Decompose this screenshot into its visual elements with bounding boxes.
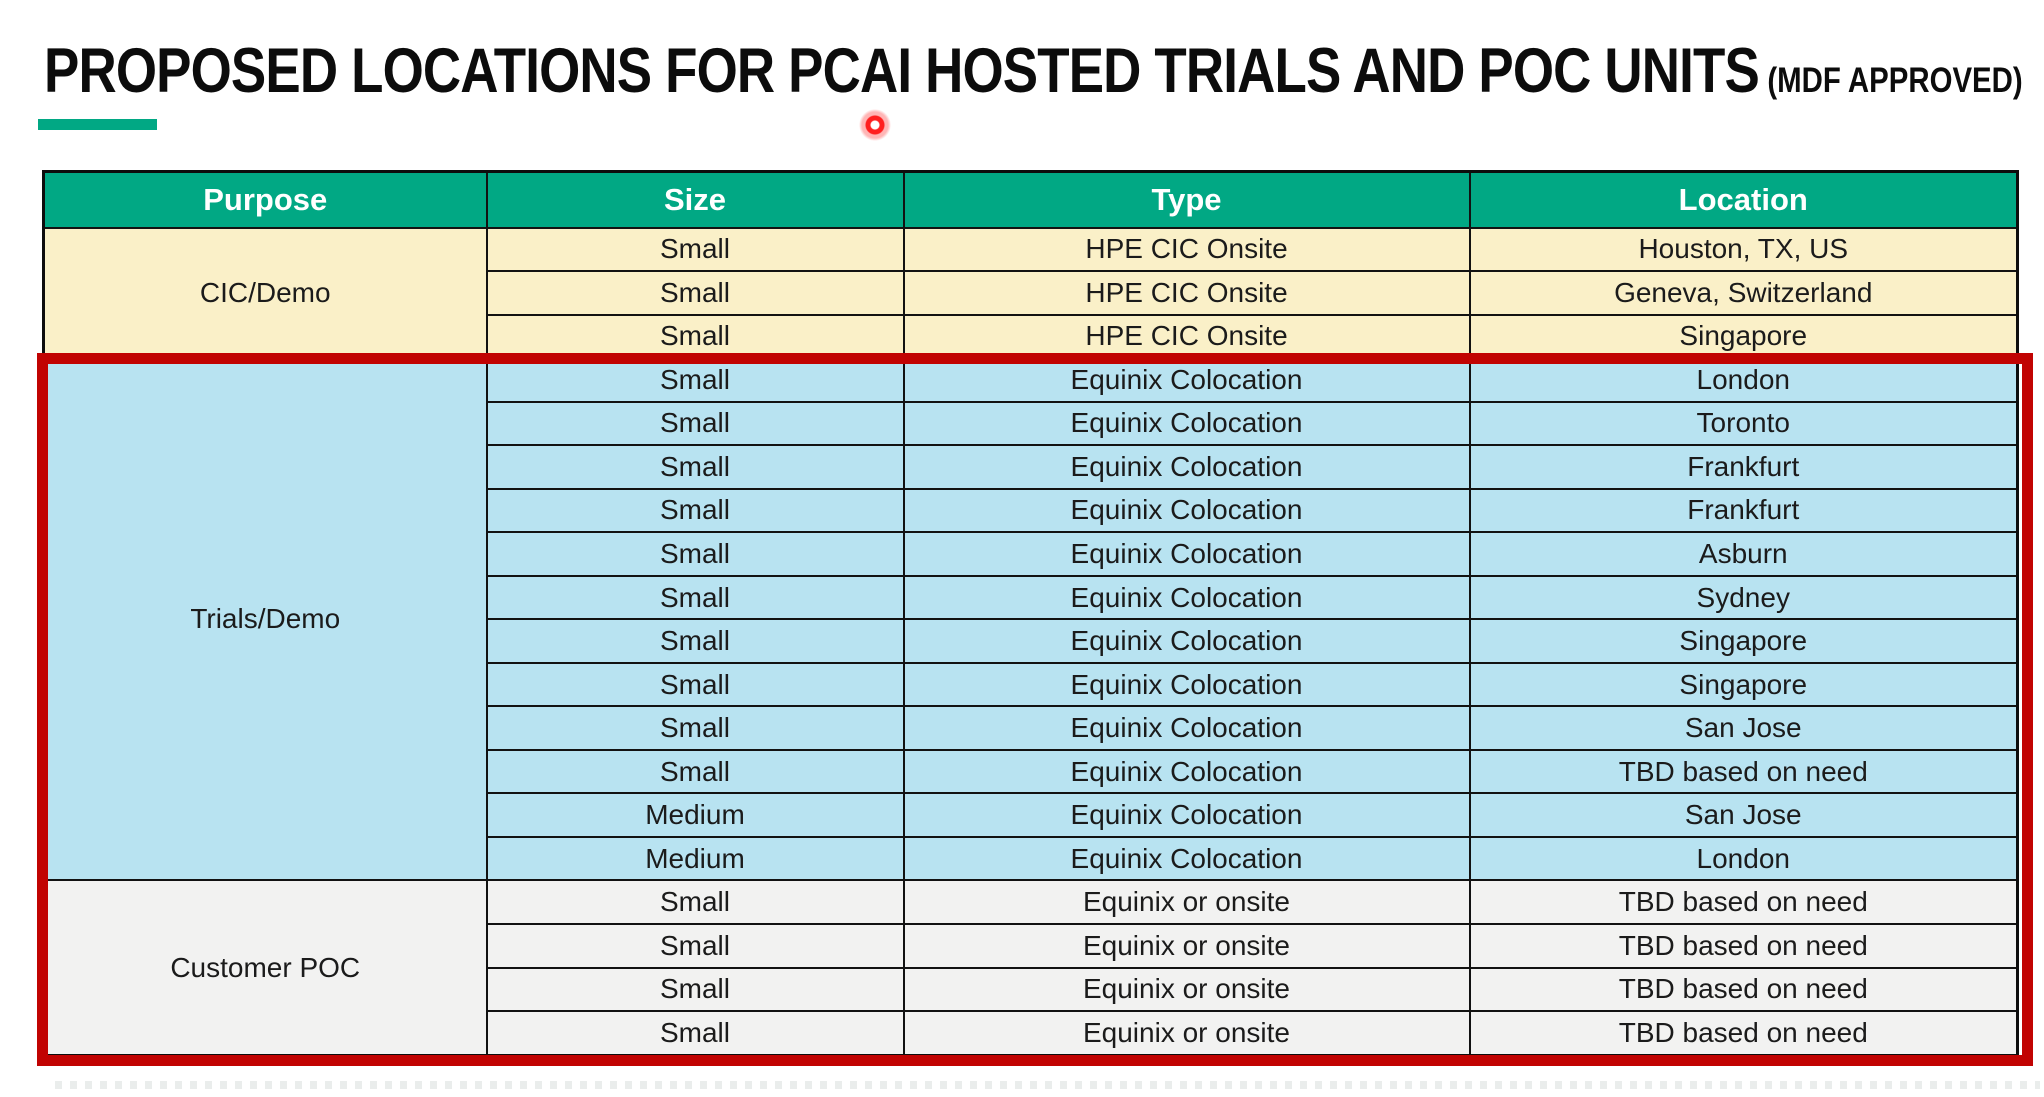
type-cell: Equinix or onsite	[902, 879, 1471, 925]
locations-table: Purpose Size Type Location CIC/Demo Small…	[42, 170, 2019, 1057]
header-location: Location	[1468, 170, 2019, 229]
size-cell: Small	[485, 531, 905, 577]
location-cell: Sydney	[1468, 574, 2019, 621]
table-row: Small Equinix Colocation Frankfurt	[44, 487, 2019, 534]
location-cell: TBD based on need	[1468, 966, 2019, 1013]
size-cell: Small	[485, 444, 905, 490]
table-row: Small Equinix Colocation TBD based on need	[44, 748, 2019, 795]
table-row: Small Equinix Colocation San Jose	[44, 705, 2019, 751]
type-cell: Equinix Colocation	[902, 835, 1471, 882]
size-cell: Small	[485, 357, 905, 403]
type-cell: Equinix Colocation	[902, 444, 1471, 490]
size-cell: Small	[485, 618, 905, 664]
size-cell: Small	[485, 400, 905, 447]
location-cell: TBD based on need	[1468, 1010, 2019, 1057]
type-cell: HPE CIC Onsite	[902, 226, 1471, 273]
table-row: Customer POC Small Equinix or onsite TBD ba…	[42, 879, 2019, 1057]
size-cell: Small	[485, 1010, 905, 1057]
location-cell: London	[1468, 835, 2019, 882]
size-cell: Small	[485, 661, 905, 708]
size-cell: Small	[485, 270, 905, 316]
table-body: CIC/Demo Small HPE CIC Onsite Houston, TX, …	[42, 226, 2019, 1057]
size-cell: Medium	[485, 835, 905, 882]
location-cell: Singapore	[1468, 618, 2019, 664]
location-cell: San Jose	[1468, 705, 2019, 751]
type-cell: Equinix Colocation	[902, 661, 1471, 708]
table-row: Small Equinix Colocation Toronto	[44, 400, 2019, 447]
location-cell: TBD based on need	[1468, 748, 2019, 795]
size-cell: Small	[485, 879, 905, 925]
location-cell: Houston, TX, US	[1468, 226, 2019, 273]
size-cell: Small	[485, 923, 905, 969]
purpose-cell: Customer POC	[42, 879, 488, 1057]
laser-pointer-dot	[858, 108, 892, 142]
type-cell: Equinix or onsite	[902, 966, 1471, 1013]
size-cell: Medium	[485, 792, 905, 838]
table-row: Small Equinix or onsite TBD based on need	[44, 1010, 2019, 1057]
type-cell: Equinix Colocation	[902, 705, 1471, 751]
location-cell: TBD based on need	[1468, 923, 2019, 969]
size-cell: Small	[485, 966, 905, 1013]
purpose-cell: Trials/Demo	[42, 357, 488, 882]
location-cell: Toronto	[1468, 400, 2019, 447]
table-row: Small Equinix or onsite TBD based on need	[44, 923, 2019, 969]
size-cell: Small	[485, 574, 905, 621]
size-cell: Small	[485, 226, 905, 273]
type-cell: Equinix Colocation	[902, 618, 1471, 664]
table-row: Medium Equinix Colocation London	[44, 835, 2019, 882]
location-cell: Singapore	[1468, 661, 2019, 708]
table-row: Small HPE CIC Onsite Singapore	[44, 313, 2019, 360]
purpose-cell: CIC/Demo	[42, 226, 488, 360]
title-accent-bar	[38, 119, 157, 130]
table-row: Small Equinix Colocation Sydney	[44, 574, 2019, 621]
location-cell: San Jose	[1468, 792, 2019, 838]
table-row: Small Equinix Colocation Singapore	[44, 661, 2019, 708]
type-cell: Equinix or onsite	[902, 1010, 1471, 1057]
type-cell: Equinix or onsite	[902, 923, 1471, 969]
size-cell: Small	[485, 487, 905, 534]
location-cell: London	[1468, 357, 2019, 403]
table-row: Small Equinix Colocation Singapore	[44, 618, 2019, 664]
type-cell: Equinix Colocation	[902, 748, 1471, 795]
table-row: Small Equinix Colocation Asburn	[44, 531, 2019, 577]
bottom-dotted-line	[55, 1081, 2040, 1089]
page-title: PROPOSED LOCATIONS FOR PCAI HOSTED TRIAL…	[44, 38, 2044, 104]
page-title-suffix: (MDF APPROVED)	[1767, 61, 2023, 100]
table-row: Small HPE CIC Onsite Geneva, Switzerland	[44, 270, 2019, 316]
table-row: Medium Equinix Colocation San Jose	[44, 792, 2019, 838]
size-cell: Small	[485, 705, 905, 751]
table-row: Small Equinix or onsite TBD based on need	[44, 966, 2019, 1013]
type-cell: HPE CIC Onsite	[902, 270, 1471, 316]
header-purpose: Purpose	[42, 170, 488, 229]
type-cell: Equinix Colocation	[902, 400, 1471, 447]
type-cell: Equinix Colocation	[902, 357, 1471, 403]
table-row: Small Equinix Colocation Frankfurt	[44, 444, 2019, 490]
location-cell: Geneva, Switzerland	[1468, 270, 2019, 316]
size-cell: Small	[485, 748, 905, 795]
header-type: Type	[902, 170, 1471, 229]
type-cell: Equinix Colocation	[902, 792, 1471, 838]
location-cell: Frankfurt	[1468, 444, 2019, 490]
location-cell: Frankfurt	[1468, 487, 2019, 534]
header-row: Purpose Size Type Location	[42, 170, 2019, 229]
header-size: Size	[485, 170, 905, 229]
location-cell: TBD based on need	[1468, 879, 2019, 925]
type-cell: Equinix Colocation	[902, 487, 1471, 534]
table-row: CIC/Demo Small HPE CIC Onsite Houston, TX, …	[42, 226, 2019, 360]
type-cell: HPE CIC Onsite	[902, 313, 1471, 360]
table-row: Trials/Demo Small Equinix Colocation London	[42, 357, 2019, 882]
page-title-main: PROPOSED LOCATIONS FOR PCAI HOSTED TRIAL…	[44, 36, 1760, 106]
type-cell: Equinix Colocation	[902, 531, 1471, 577]
size-cell: Small	[485, 313, 905, 360]
type-cell: Equinix Colocation	[902, 574, 1471, 621]
location-cell: Asburn	[1468, 531, 2019, 577]
location-cell: Singapore	[1468, 313, 2019, 360]
